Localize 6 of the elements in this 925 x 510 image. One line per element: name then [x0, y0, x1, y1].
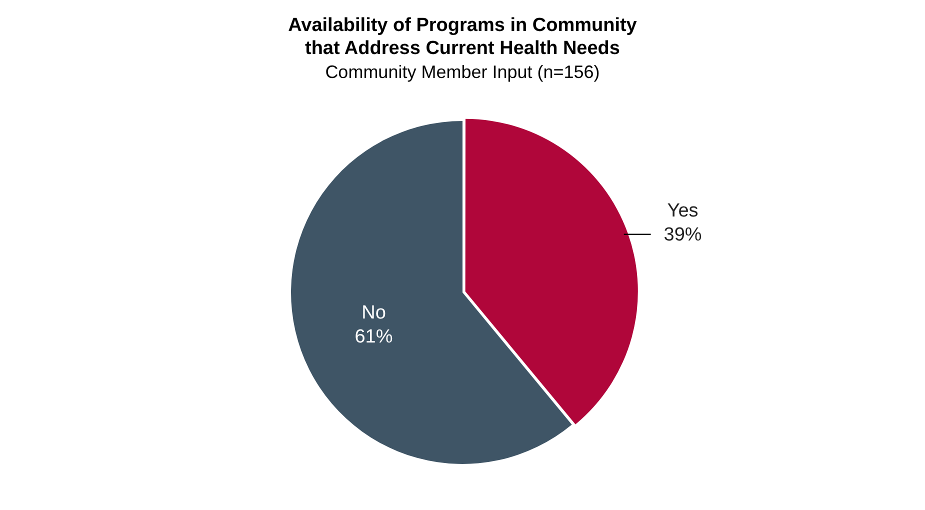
- chart-subtitle: Community Member Input (n=156): [324, 62, 601, 83]
- chart-title: Availability of Programs in Community that Address Current Health Needs: [287, 14, 638, 60]
- slice-label: No: [362, 302, 386, 324]
- data-label: 61%: [354, 326, 393, 348]
- data-label: 39%: [664, 224, 702, 246]
- slice-label: Yes: [667, 200, 698, 222]
